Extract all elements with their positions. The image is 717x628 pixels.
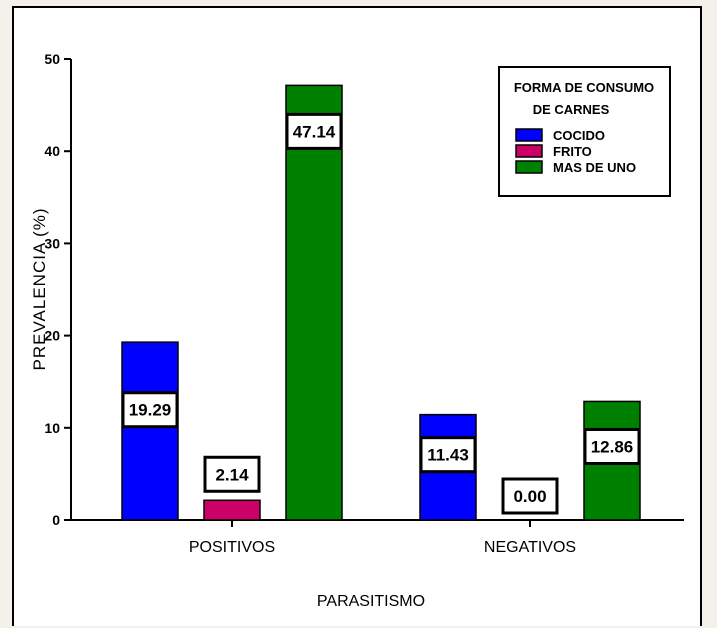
data-label-box xyxy=(121,391,179,429)
bar-frito-positivos xyxy=(203,499,261,521)
data-label: 19.29 xyxy=(129,401,172,420)
legend-title-line2: DE CARNES xyxy=(533,102,610,117)
bar-cocido-positivos xyxy=(121,341,179,521)
data-label-box xyxy=(501,477,559,515)
legend-swatch xyxy=(515,128,543,142)
y-ticks: 0 10 20 30 40 50 xyxy=(44,51,71,528)
data-label-box xyxy=(419,436,477,474)
data-label-box xyxy=(583,427,641,465)
bar-chart: 0 10 20 30 40 50 19.29 11.43 2.14 0.00 47.14 12.86… xyxy=(30,51,684,610)
legend-entry-label: COCIDO xyxy=(553,128,605,143)
x-axis-title: PARASITISMO xyxy=(317,593,425,610)
y-tick-label: 0 xyxy=(52,512,60,528)
data-label: 11.43 xyxy=(427,446,469,465)
data-label: 0.00 xyxy=(513,487,546,506)
x-category-labels: POSITIVOS NEGATIVOS xyxy=(189,520,576,556)
y-tick-label: 40 xyxy=(44,143,60,159)
legend: FORMA DE CONSUMO DE CARNES COCIDOFRITOMA… xyxy=(498,66,671,197)
x-category-label: POSITIVOS xyxy=(189,539,275,556)
y-tick-label: 20 xyxy=(44,328,60,344)
chart-frame: 0 10 20 30 40 50 19.29 11.43 2.14 0.00 47.14 12.86… xyxy=(12,6,702,626)
legend-swatch xyxy=(515,160,543,174)
bar-mas-de-uno-positivos xyxy=(285,84,343,521)
data-label: 12.86 xyxy=(591,437,634,456)
x-category-label: NEGATIVOS xyxy=(484,539,576,556)
data-label-box xyxy=(285,112,343,150)
y-tick-label: 30 xyxy=(44,235,60,251)
y-axis-title: PREVALENCIA (%) xyxy=(30,207,49,370)
data-label-box xyxy=(203,455,261,493)
data-label: 47.14 xyxy=(293,122,336,141)
legend-entry-label: MAS DE UNO xyxy=(553,160,636,175)
y-tick-label: 10 xyxy=(44,420,60,436)
y-tick-label: 50 xyxy=(44,51,60,67)
legend-swatch xyxy=(515,144,543,158)
bars: 19.29 11.43 2.14 0.00 47.14 12.86 xyxy=(121,84,641,521)
legend-entry-label: FRITO xyxy=(553,144,592,159)
legend-title-line1: FORMA DE CONSUMO xyxy=(514,80,654,95)
data-label: 2.14 xyxy=(215,465,249,484)
